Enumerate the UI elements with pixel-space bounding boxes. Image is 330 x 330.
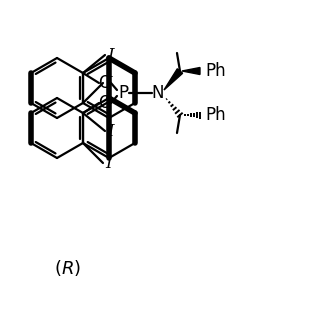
Text: O: O [98,74,112,92]
Text: N: N [152,84,164,102]
Text: O: O [98,94,112,112]
Text: Ph: Ph [205,62,226,80]
Text: $(R)$: $(R)$ [53,258,81,278]
Text: I: I [105,75,112,91]
Polygon shape [182,68,200,75]
Text: P: P [118,84,128,102]
Text: I: I [107,122,114,140]
Polygon shape [164,69,183,90]
Text: I: I [105,154,112,172]
Text: I: I [107,47,114,63]
Text: Ph: Ph [205,106,226,124]
